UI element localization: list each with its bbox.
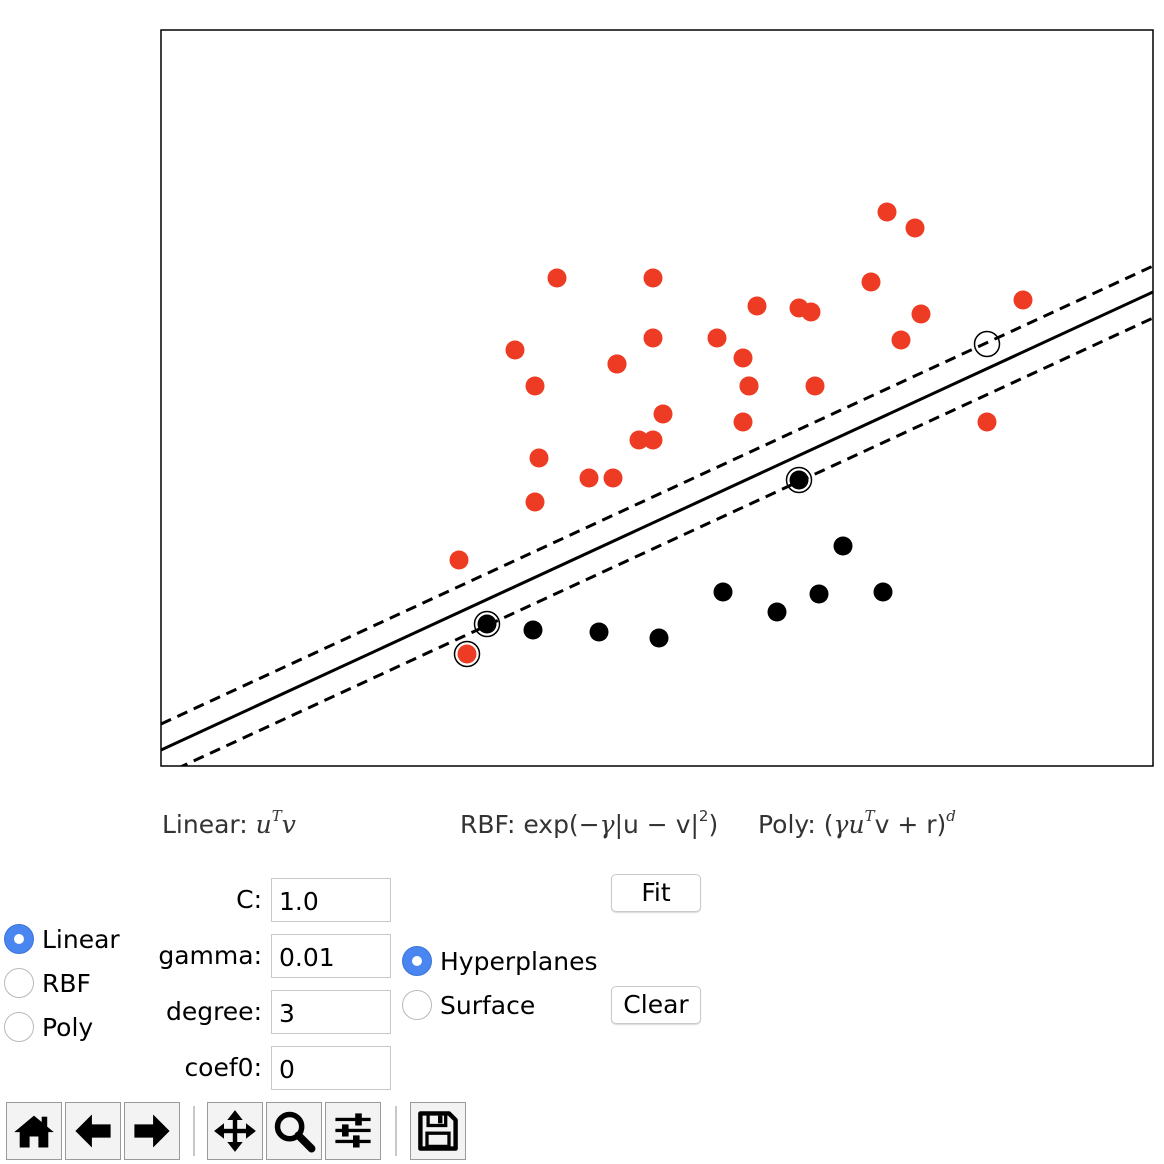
- data-point: [707, 328, 727, 348]
- radio-icon: [4, 924, 34, 954]
- data-point: [789, 470, 809, 490]
- clear-button[interactable]: Clear: [611, 986, 701, 1024]
- data-point: [653, 404, 673, 424]
- support-vector-marker: [453, 640, 481, 668]
- data-point: [525, 492, 545, 512]
- radio-icon: [4, 1012, 34, 1042]
- decision-boundary-line: [161, 290, 1153, 752]
- pan-button[interactable]: [207, 1102, 263, 1160]
- toolbar-separator: [193, 1106, 195, 1156]
- data-point: [873, 582, 893, 602]
- data-point: [603, 468, 623, 488]
- data-point: [607, 354, 627, 374]
- data-point: [809, 584, 829, 604]
- back-arrow-icon: [75, 1114, 111, 1148]
- degree-input[interactable]: 3: [271, 990, 391, 1034]
- kernel-radio-linear[interactable]: Linear: [4, 924, 120, 954]
- zoom-icon: [274, 1111, 316, 1153]
- forward-arrow-icon: [134, 1114, 170, 1148]
- data-point: [733, 348, 753, 368]
- gamma-label: gamma:: [158, 941, 262, 970]
- linear-kernel-formula: Linear: uTv: [162, 807, 296, 840]
- data-point: [905, 218, 925, 238]
- save-button[interactable]: [410, 1102, 466, 1160]
- data-point: [457, 644, 477, 664]
- data-point: [449, 550, 469, 570]
- configure-subplots-icon: [335, 1113, 371, 1148]
- data-point: [643, 268, 663, 288]
- kernel-radio-rbf[interactable]: RBF: [4, 968, 91, 998]
- radio-icon: [402, 990, 432, 1020]
- data-point: [529, 448, 549, 468]
- data-point: [739, 376, 759, 396]
- home-button[interactable]: [6, 1102, 62, 1160]
- data-point: [649, 628, 669, 648]
- toolbar-separator: [395, 1106, 397, 1156]
- data-point: [579, 468, 599, 488]
- data-point: [629, 430, 649, 450]
- data-point: [713, 582, 733, 602]
- display-radio-surface[interactable]: Surface: [402, 990, 535, 1020]
- data-point: [477, 614, 497, 634]
- coef0-label: coef0:: [184, 1053, 262, 1082]
- data-point: [525, 376, 545, 396]
- data-point: [977, 412, 997, 432]
- zoom-button[interactable]: [266, 1102, 322, 1160]
- data-point: [861, 272, 881, 292]
- data-point: [733, 412, 753, 432]
- back-button[interactable]: [65, 1102, 121, 1160]
- coef0-input[interactable]: 0: [271, 1046, 391, 1090]
- home-icon: [14, 1115, 54, 1148]
- c-label: C:: [236, 885, 262, 914]
- pan-icon: [214, 1110, 256, 1152]
- save-icon: [418, 1111, 458, 1151]
- radio-icon: [402, 946, 432, 976]
- data-point: [643, 328, 663, 348]
- data-point: [877, 202, 897, 222]
- data-point: [767, 602, 787, 622]
- radio-icon: [4, 968, 34, 998]
- fit-button[interactable]: Fit: [611, 874, 701, 912]
- data-point: [1013, 290, 1033, 310]
- data-point: [505, 340, 525, 360]
- data-point: [789, 298, 809, 318]
- forward-button[interactable]: [124, 1102, 180, 1160]
- margin-line: [161, 264, 1153, 726]
- data-point: [523, 620, 543, 640]
- support-vector-marker: [973, 330, 1001, 358]
- data-point: [747, 296, 767, 316]
- poly-kernel-formula: Poly: (γuTv + r)d: [758, 807, 956, 840]
- data-point: [643, 430, 663, 450]
- data-point: [589, 622, 609, 642]
- plot-axes-frame: [160, 29, 1154, 767]
- data-point: [805, 376, 825, 396]
- rbf-kernel-formula: RBF: exp(−γ|u − v|2): [460, 807, 719, 840]
- data-point: [833, 536, 853, 556]
- display-radio-hyperplanes[interactable]: Hyperplanes: [402, 946, 598, 976]
- svm-plot[interactable]: [0, 0, 1164, 790]
- support-vector-marker: [473, 610, 501, 638]
- configure-subplots-button[interactable]: [325, 1102, 381, 1160]
- margin-line: [179, 316, 1153, 766]
- data-point: [547, 268, 567, 288]
- data-point: [911, 304, 931, 324]
- data-point: [891, 330, 911, 350]
- kernel-radio-poly[interactable]: Poly: [4, 1012, 93, 1042]
- support-vector-marker: [785, 466, 813, 494]
- c-input[interactable]: 1.0: [271, 878, 391, 922]
- degree-label: degree:: [165, 997, 262, 1026]
- gamma-input[interactable]: 0.01: [271, 934, 391, 978]
